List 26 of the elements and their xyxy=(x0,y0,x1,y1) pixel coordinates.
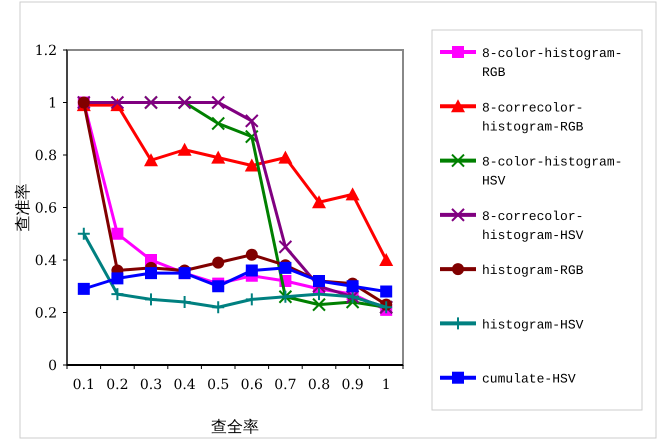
x-tick-label: 0.8 xyxy=(308,377,330,393)
x-tick-label: 0.4 xyxy=(173,377,196,393)
y-tick-label: 0.8 xyxy=(34,148,57,164)
x-tick-label: 0.7 xyxy=(274,377,297,393)
y-axis-title: 查准率 xyxy=(13,184,32,232)
legend-label: 8-color-histogram-RGB xyxy=(482,46,622,80)
y-tick-label: 0.6 xyxy=(34,200,58,216)
x-tick-label: 0.5 xyxy=(207,377,230,393)
x-tick-label: 0.6 xyxy=(240,377,264,393)
y-tick-label: 0 xyxy=(48,358,57,374)
x-tick-label: 0.2 xyxy=(106,377,129,393)
x-tick-label: 1 xyxy=(382,377,391,393)
x-axis-title: 查全率 xyxy=(211,417,259,436)
x-tick-label: 0.1 xyxy=(72,377,95,393)
y-tick-label: 0.4 xyxy=(34,253,58,269)
y-tick-label: 0.2 xyxy=(34,306,57,322)
legend-label: 8-correcolor-histogram-HSV xyxy=(482,208,584,243)
legend-label: 8-correcolor-histogram-RGB xyxy=(482,100,584,134)
x-tick-label: 0.3 xyxy=(140,377,162,393)
x-tick-label: 0.9 xyxy=(341,377,364,393)
legend-label: histogram-HSV xyxy=(482,317,584,332)
y-tick-label: 1 xyxy=(48,96,57,112)
legend-label: cumulate-HSV xyxy=(482,372,576,387)
legend-label: 8-color-histogram-HSV xyxy=(482,154,622,189)
y-tick-label: 1.2 xyxy=(34,43,57,59)
legend-label: histogram-RGB xyxy=(482,263,584,278)
